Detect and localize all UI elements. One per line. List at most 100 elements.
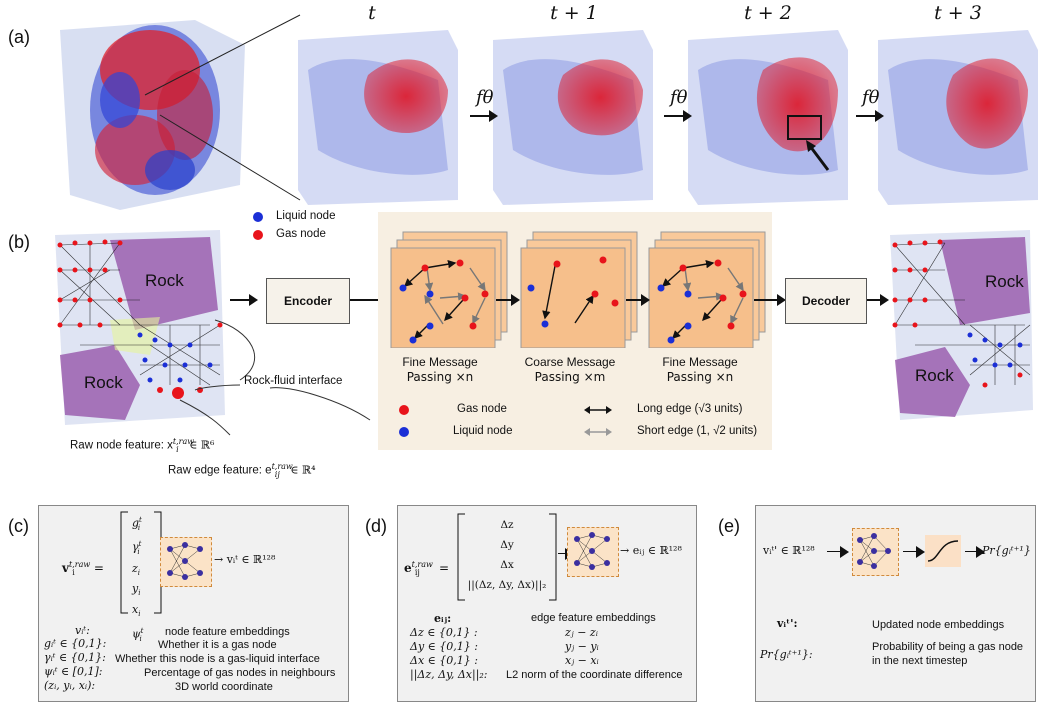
vec-dz: Δz [500, 519, 514, 531]
rock-label-output-bottom: Rock [915, 366, 954, 385]
gas-node-legend-label: Gas node [276, 228, 326, 240]
vec-g: gti [132, 516, 142, 532]
time-label-t1: t + 1 [550, 2, 598, 24]
liquid-node-legend-icon [253, 212, 263, 222]
mp-gas-legend-icon [399, 405, 409, 415]
vec-dy: Δy [500, 539, 514, 551]
panel-d-def-text-3: xⱼ − xᵢ [565, 654, 599, 667]
vec-y: yi [132, 582, 141, 598]
ftheta-label-1: fθ [476, 87, 494, 108]
panel-e-arrow-1 [827, 546, 849, 558]
time-label-t3: t + 3 [934, 2, 982, 24]
ftheta-arrow-2 [664, 110, 692, 122]
fine-mp-caption-2: Fine Message Passing ×n [662, 355, 738, 384]
snapshot-t [298, 30, 458, 205]
output-graph [890, 230, 1033, 420]
panel-c-def-text-1: Whether it is a gas node [158, 639, 277, 651]
vec-psi: ψti [132, 626, 144, 643]
panel-e-arrow-3 [965, 546, 985, 558]
cylinder-sample [90, 25, 220, 195]
arrow-to-encoder [230, 294, 258, 306]
panel-label-a: (a) [8, 27, 30, 47]
arrow-from-decoder [867, 294, 889, 306]
panel-e-def-sym-1: Pr{gᵢᵗ⁺¹}: [760, 648, 813, 661]
rock-label-output-top: Rock [985, 272, 1024, 291]
raw-node-feature-label: Raw node feature: xt,rawi ∈ ℝ⁶ [70, 437, 215, 454]
coarse-mp-caption: Coarse Message Passing ×m [524, 355, 616, 384]
mp-liquid-legend-icon [399, 427, 409, 437]
ftheta-label-3: fθ [862, 87, 880, 108]
vec-x: xi [132, 603, 141, 619]
panel-d-lhs: et,rawij = [404, 560, 450, 578]
long-edge-legend-label: Long edge (√3 units) [637, 403, 743, 415]
ftheta-label-2: fθ [670, 87, 688, 108]
panel-d-bracket-right [549, 513, 557, 601]
panel-label-c: (c) [8, 516, 29, 536]
panel-c-vector: gti γti zi yi xi ψti [132, 512, 154, 647]
input-graph [55, 230, 225, 425]
panel-c-lhs: vt,rawi = [62, 560, 104, 578]
message-passing-graphs [390, 231, 766, 348]
mp-gas-legend-label: Gas node [457, 403, 507, 415]
time-label-t2: t + 2 [744, 2, 792, 24]
panel-c-bracket-left [120, 511, 128, 614]
panel-d-output: → eᵢⱼ ∈ ℝ¹²⁸ [620, 544, 682, 557]
panel-label-b: (b) [8, 232, 30, 252]
panel-e-def-text-0: Updated node embeddings [872, 619, 1005, 631]
panel-e-arrow-2 [903, 546, 925, 558]
panel-e-input: vᵢᵗ' ∈ ℝ¹²⁸ [763, 544, 815, 557]
panel-d-def-sym-4: ||Δz, Δy, Δx||₂: [410, 668, 488, 681]
snapshot-t3 [878, 30, 1038, 205]
panel-d-vector: Δz Δy Δx ||(Δz, Δy, Δx)||₂ [462, 515, 552, 595]
snapshot-t2 [688, 30, 848, 205]
vec-z: zi [132, 561, 141, 577]
panel-d-def-text-4: L2 norm of the coordinate difference [506, 669, 683, 681]
panel-c-def-sym-4: (zᵢ, yᵢ, xᵢ): [44, 679, 96, 692]
short-edge-legend-label: Short edge (1, √2 units) [637, 425, 758, 437]
panel-c-def-text-3: Percentage of gas nodes in neighbours [144, 667, 336, 679]
arrow-coarse-to-fine [626, 294, 650, 306]
panel-label-d: (d) [365, 516, 387, 536]
mp-liquid-legend-label: Liquid node [453, 425, 513, 437]
decoder-box: Decoder [785, 278, 867, 324]
snapshot-t1 [493, 30, 653, 205]
ftheta-arrow-1 [470, 110, 498, 122]
panel-c-def-text-2: Whether this node is a gas-liquid interf… [115, 653, 320, 665]
panel-c-def-sym-1: gᵢᵗ ∈ {0,1}: [44, 637, 107, 650]
panel-d-def-text-1: zⱼ − zᵢ [565, 626, 598, 639]
panel-c-mlp-icon [167, 542, 203, 580]
panel-c-def-sym-0: vᵢᵗ: [75, 624, 90, 637]
annotation-curves [179, 319, 371, 436]
edge-legend-icons [584, 406, 612, 436]
panel-d-def-sym-1: Δz ∈ {0,1} : [410, 626, 478, 639]
rock-label-input-top: Rock [145, 271, 184, 290]
panel-d-def-sym-0: eᵢⱼ: [434, 612, 452, 625]
panel-d-def-sym-3: Δx ∈ {0,1} : [410, 654, 478, 667]
arrow-to-decoder [754, 294, 786, 306]
panel-c-def-sym-2: γᵢᵗ ∈ {0,1}: [44, 651, 106, 664]
panel-a-illustration [60, 14, 1038, 210]
panel-c-output: → vᵢᵗ ∈ ℝ¹²⁸ [214, 553, 276, 566]
rock-fluid-interface-label: Rock-fluid interface [244, 375, 343, 387]
panel-c-def-text-0: node feature embeddings [165, 626, 290, 638]
vec-dx: Δx [500, 559, 514, 571]
liquid-node-legend-label: Liquid node [276, 210, 336, 222]
panel-e-mlp-icon [857, 533, 891, 569]
rock-label-input-bottom: Rock [84, 373, 123, 392]
panel-e-def-text-2: in the next timestep [872, 655, 968, 667]
panel-d-def-text-0: edge feature embeddings [531, 612, 656, 624]
vec-norm: ||(Δz, Δy, Δx)||₂ [467, 579, 547, 591]
panel-d-mlp-icon [574, 532, 610, 570]
encoder-box: Encoder [266, 278, 350, 324]
gas-node-legend-icon [253, 230, 263, 240]
panel-c-def-sym-3: ψᵢᵗ ∈ [0,1]: [44, 665, 103, 678]
raw-edge-feature-label: Raw edge feature: et,rawij ∈ ℝ⁴ [168, 462, 316, 479]
vec-gamma: γti [132, 540, 142, 557]
panel-e-output: Pr{gᵢᵗ⁺¹} [982, 544, 1031, 557]
panel-d-def-text-2: yⱼ − yᵢ [565, 640, 599, 653]
fine-mp-caption-1: Fine Message Passing ×n [402, 355, 478, 384]
panel-d [397, 505, 697, 702]
panel-d-bracket-left [457, 513, 465, 601]
panel-label-e: (e) [718, 516, 740, 536]
sigmoid-icon [927, 540, 959, 562]
